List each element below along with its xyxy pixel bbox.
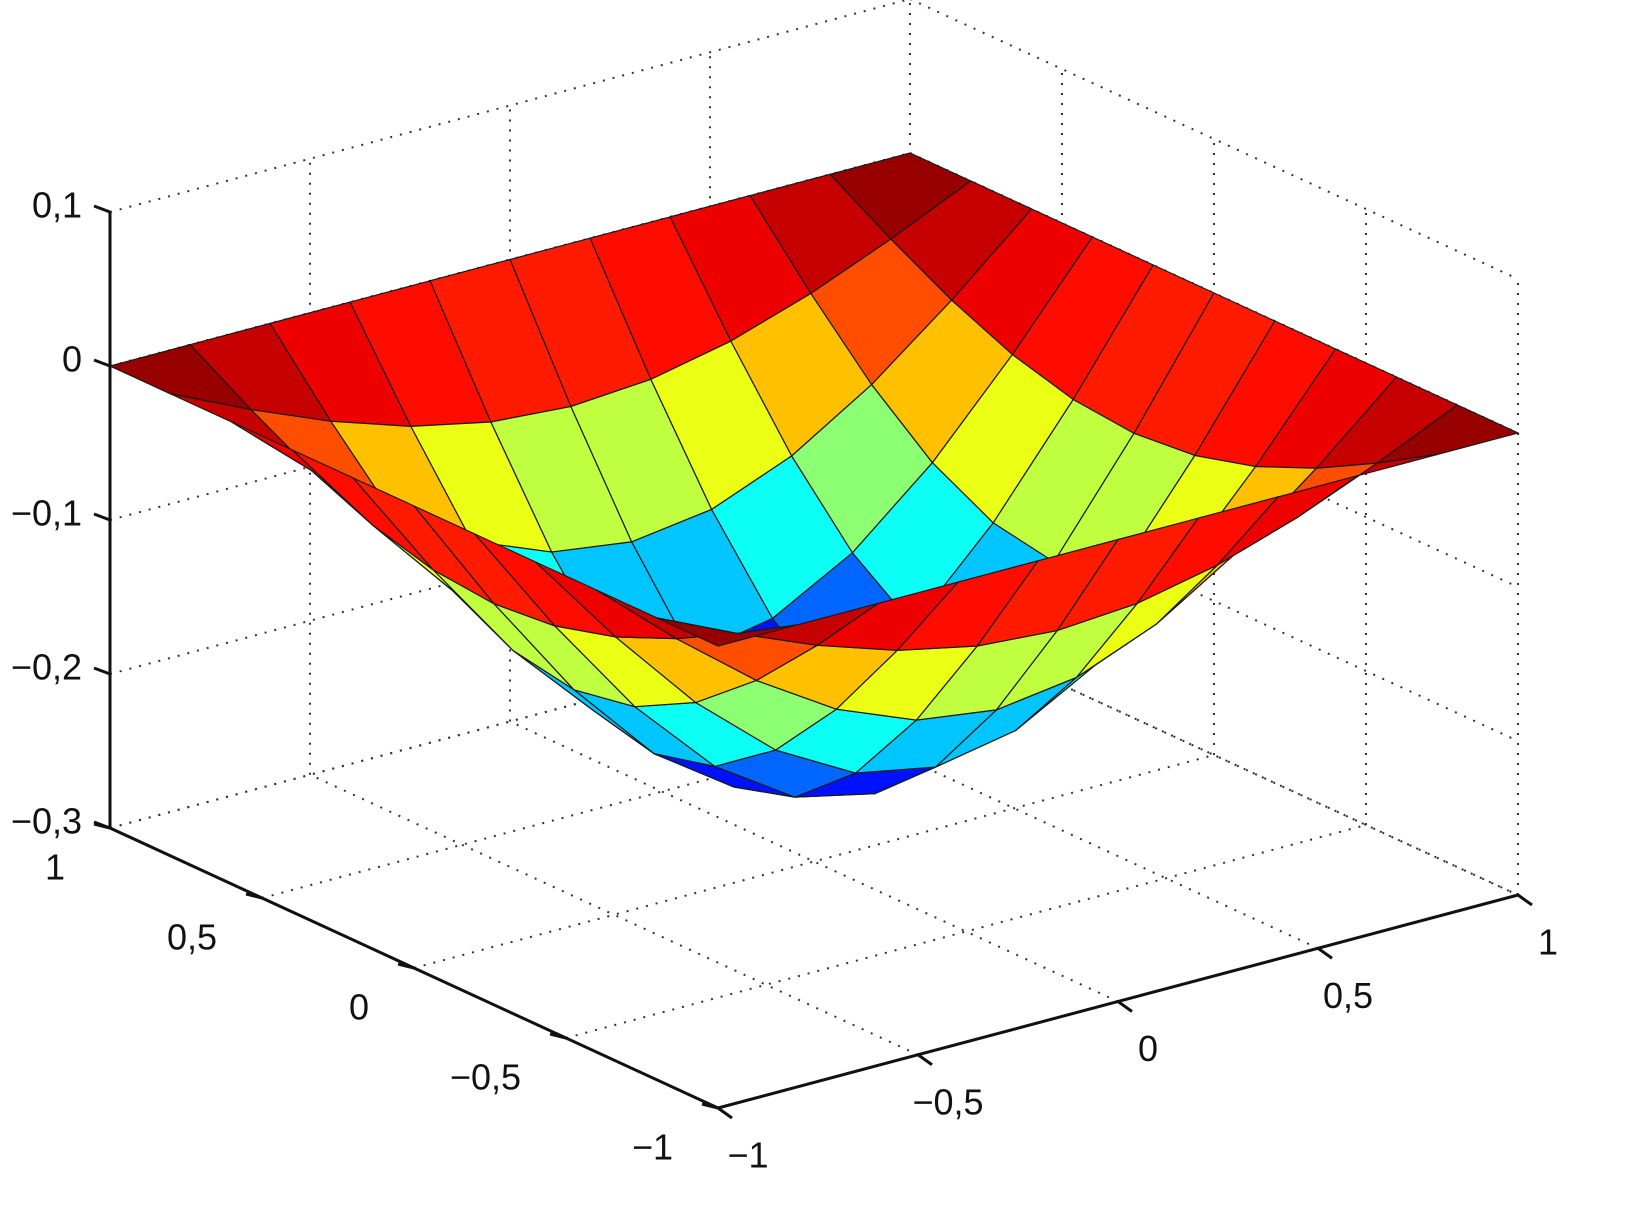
y-tick-label: 1 <box>45 847 65 888</box>
z-tick-label: −0,2 <box>11 647 82 688</box>
x-tick-label: 1 <box>1538 922 1558 963</box>
y-tick <box>549 1032 567 1040</box>
z-tick <box>93 204 111 214</box>
y-tick-label: −0,5 <box>450 1057 521 1098</box>
y-tick <box>93 822 111 830</box>
z-tick <box>93 358 111 368</box>
grid-line <box>509 720 1119 1003</box>
surface-patch <box>656 617 799 647</box>
z-tick <box>93 512 111 522</box>
x-tick-label: 0 <box>1138 1028 1158 1069</box>
grid-line <box>309 773 919 1056</box>
x-tick-label: −1 <box>727 1135 768 1176</box>
z-tick <box>93 666 111 676</box>
y-tick <box>701 1102 719 1110</box>
x-tick <box>1517 893 1533 907</box>
grid-line <box>909 0 1519 280</box>
z-tick-label: −0,3 <box>11 801 82 842</box>
z-tick-label: 0,1 <box>32 185 82 226</box>
z-tick-label: 0 <box>62 339 82 380</box>
y-tick <box>397 962 415 970</box>
x-tick <box>1117 1000 1133 1013</box>
x-tick-label: 0,5 <box>1323 975 1373 1016</box>
x-tick-label: −0,5 <box>912 1081 983 1122</box>
y-tick-label: −1 <box>632 1127 673 1168</box>
x-tick <box>717 1106 733 1120</box>
x-tick <box>917 1053 933 1066</box>
z-tick-label: −0,1 <box>11 493 82 534</box>
y-tick-label: 0 <box>349 987 369 1028</box>
x-tick <box>1317 947 1333 960</box>
y-tick-label: 0,5 <box>167 917 217 958</box>
y-tick <box>245 892 263 900</box>
grid-line <box>565 824 1367 1039</box>
grid-line <box>909 614 1519 896</box>
grid-line <box>709 667 1319 950</box>
